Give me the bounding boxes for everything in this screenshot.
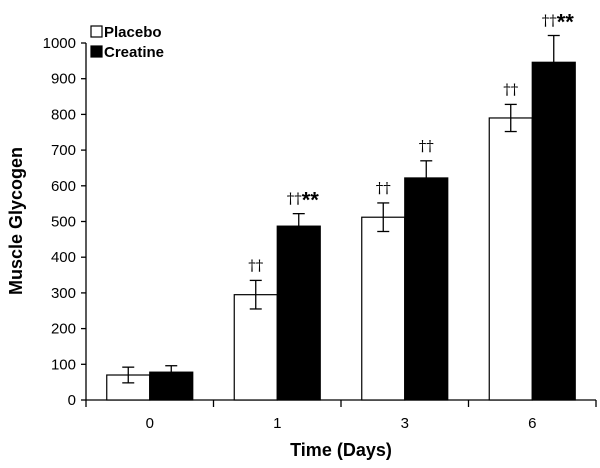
y-tick-label: 600: [51, 178, 76, 195]
x-axis: 0 1 3 6: [85, 399, 597, 432]
bars: †† ††** †† †† †† ††**: [106, 10, 576, 401]
y-tick-label: 500: [51, 214, 76, 231]
bar-creatine: [531, 61, 576, 401]
error-bar: [165, 365, 178, 380]
y-axis-title: Muscle Glycogen: [6, 147, 26, 295]
y-tick-label: 800: [51, 106, 76, 123]
bar-creatine: [404, 177, 449, 401]
legend-label-placebo: Placebo: [104, 24, 162, 41]
x-tick-label: 1: [273, 415, 281, 432]
legend: Placebo Creatine: [90, 24, 164, 61]
y-axis: 0 100 200 300 400 500 600 700 800 900 1000: [43, 35, 87, 409]
significance-label: ††**: [542, 10, 575, 35]
y-tick-label: 400: [51, 249, 76, 266]
error-bar: [504, 103, 517, 133]
significance-label: ††: [376, 179, 392, 197]
y-tick-label: 0: [68, 392, 76, 409]
error-bar: [249, 279, 262, 310]
error-bar: [122, 366, 135, 384]
legend-label-creatine: Creatine: [104, 44, 164, 61]
y-tick-label: 1000: [43, 35, 76, 52]
bar-placebo: [233, 294, 278, 401]
error-bar: [377, 202, 390, 233]
significance-label: ††: [503, 80, 519, 98]
y-tick-label: 900: [51, 71, 76, 88]
x-tick-label: 6: [528, 415, 536, 432]
x-axis-title: Time (Days): [290, 440, 392, 460]
bar-placebo: [488, 117, 533, 401]
x-tick-label: 0: [146, 415, 154, 432]
x-tick-label: 3: [401, 415, 409, 432]
error-bar: [420, 160, 433, 196]
legend-swatch-creatine: [90, 45, 103, 58]
y-tick-label: 100: [51, 356, 76, 373]
significance-label: ††: [248, 256, 264, 274]
y-tick-label: 200: [51, 321, 76, 338]
error-bar: [547, 34, 560, 90]
significance-label: ††: [419, 137, 435, 155]
y-tick-label: 700: [51, 142, 76, 159]
error-bar: [292, 212, 305, 240]
legend-swatch-placebo: [90, 25, 103, 38]
y-tick-label: 300: [51, 285, 76, 302]
bar-creatine: [276, 225, 321, 401]
bar-placebo: [361, 216, 406, 401]
significance-label: ††**: [287, 188, 320, 213]
